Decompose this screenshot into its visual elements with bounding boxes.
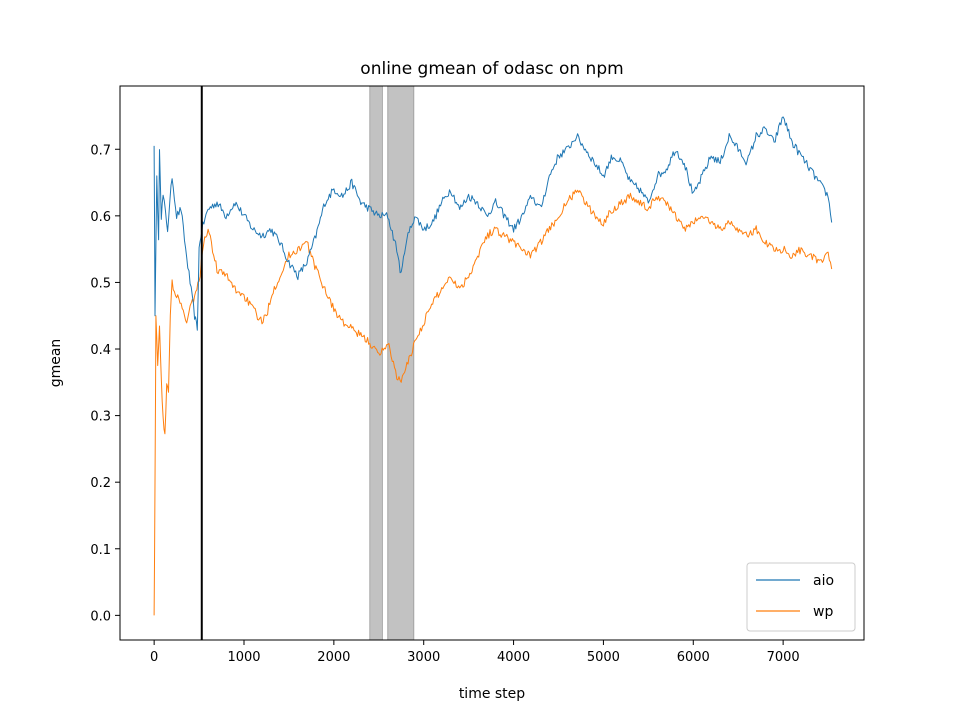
shaded-span-1 xyxy=(387,85,415,641)
series-line-wp xyxy=(153,189,833,616)
legend-label-aio: aio xyxy=(813,573,834,589)
series-line-aio xyxy=(153,116,833,331)
y-tick-label: 0.2 xyxy=(90,476,111,491)
legend-label-wp: wp xyxy=(813,604,833,620)
y-axis-label: gmean xyxy=(48,339,64,388)
y-tick-label: 0.1 xyxy=(90,543,111,558)
y-tick-label: 0.7 xyxy=(90,143,111,158)
x-tick-label: 0 xyxy=(150,650,158,665)
plot-frame xyxy=(119,85,865,641)
x-axis-ticks: 0 1000 2000 3000 4000 5000 6000 7000 xyxy=(150,640,800,665)
x-tick-label: 1000 xyxy=(227,650,260,665)
x-tick-label: 5000 xyxy=(587,650,620,665)
x-axis-label: time step xyxy=(459,686,525,702)
series-lines xyxy=(153,116,833,616)
chart-title: online gmean of odasc on npm xyxy=(360,59,623,79)
y-axis-ticks: 0.0 0.1 0.2 0.3 0.4 0.5 0.6 0.7 xyxy=(90,143,120,624)
legend: aio wp xyxy=(746,562,856,632)
plot-area xyxy=(119,85,865,641)
shaded-span-0 xyxy=(369,85,383,641)
x-tick-label: 6000 xyxy=(677,650,710,665)
x-tick-label: 4000 xyxy=(497,650,530,665)
y-tick-label: 0.4 xyxy=(90,343,111,358)
y-tick-label: 0.6 xyxy=(90,210,111,225)
x-tick-label: 2000 xyxy=(317,650,350,665)
y-tick-label: 0.0 xyxy=(90,609,111,624)
legend-box xyxy=(746,562,856,632)
y-tick-label: 0.3 xyxy=(90,410,111,425)
x-tick-label: 3000 xyxy=(407,650,440,665)
y-tick-label: 0.5 xyxy=(90,276,111,291)
x-tick-label: 7000 xyxy=(767,650,800,665)
